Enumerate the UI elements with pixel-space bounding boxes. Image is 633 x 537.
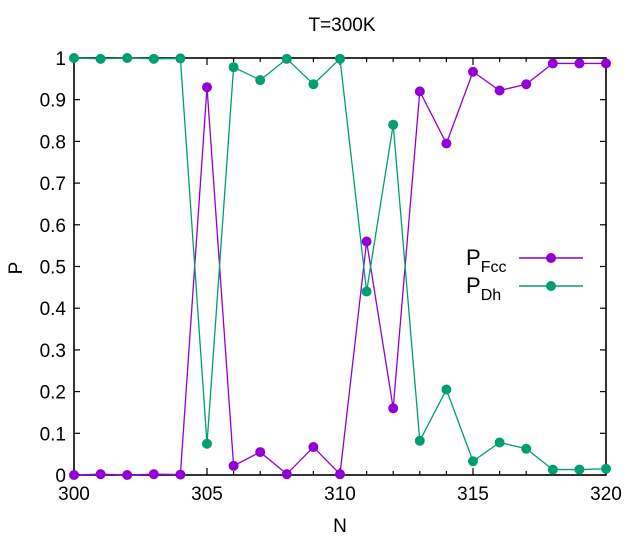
y-tick-label: 0.8	[40, 132, 66, 153]
data-point	[441, 384, 452, 395]
data-point	[547, 58, 558, 69]
series-layer	[69, 53, 611, 480]
data-point	[388, 119, 399, 130]
y-tick-label: 0.5	[40, 258, 66, 279]
data-point	[574, 464, 585, 475]
data-point	[148, 53, 159, 64]
data-point	[175, 53, 186, 64]
data-point	[335, 469, 345, 480]
chart-title: T=300K	[308, 15, 375, 36]
y-tick-label: 0	[55, 466, 66, 487]
data-point	[255, 75, 266, 86]
y-tick-label: 0.2	[40, 383, 66, 404]
y-tick-label: 0.9	[40, 91, 66, 112]
data-point	[228, 460, 239, 471]
data-point	[281, 53, 292, 64]
series-fcc	[69, 58, 611, 480]
data-point	[122, 470, 133, 480]
data-point	[494, 437, 505, 448]
data-point	[414, 86, 425, 97]
x-tick-label: 315	[457, 484, 489, 505]
data-point	[414, 435, 425, 446]
data-point	[95, 53, 106, 64]
x-tick-label: 320	[590, 484, 622, 505]
data-point	[468, 66, 478, 77]
y-tick-label: 0.6	[40, 216, 66, 237]
data-point	[388, 403, 399, 414]
data-point	[308, 442, 319, 453]
x-axis-label: N	[333, 516, 347, 537]
data-point	[521, 79, 532, 90]
data-point	[95, 469, 106, 480]
plot-area	[73, 57, 607, 476]
data-point	[228, 62, 239, 73]
data-point	[69, 53, 79, 63]
data-point	[494, 85, 505, 96]
data-point	[255, 447, 266, 458]
data-point	[175, 469, 186, 480]
y-tick-label: 0.7	[40, 174, 66, 195]
x-tick-label: 310	[324, 484, 356, 505]
series-line	[73, 62, 606, 476]
data-point	[335, 53, 345, 64]
data-point	[441, 138, 452, 149]
data-point	[148, 469, 159, 480]
x-tick-label: 300	[58, 484, 90, 505]
data-point	[361, 236, 372, 247]
y-tick-label: 0.1	[40, 424, 66, 445]
data-point	[547, 464, 558, 475]
data-point	[308, 79, 319, 90]
legend-marker	[546, 281, 556, 291]
y-tick-label: 1	[55, 49, 66, 70]
data-point	[202, 82, 212, 93]
data-point	[361, 286, 372, 297]
series-line	[73, 57, 607, 471]
x-tick-label: 305	[191, 484, 223, 505]
data-point	[122, 53, 133, 63]
data-point	[468, 456, 478, 467]
data-point	[601, 463, 611, 474]
x-axis: 300 305 310 315 320	[58, 58, 622, 505]
data-point	[202, 438, 212, 449]
y-tick-label: 0.4	[40, 299, 67, 320]
y-axis-label: P	[6, 262, 27, 275]
y-axis: 0 0.1 0.2 0.3 0.4 0.5 0.6 0.7 0.8 0.9 1	[40, 49, 606, 487]
data-point	[521, 443, 532, 454]
y-tick-label: 0.3	[40, 341, 66, 362]
series-dh	[69, 53, 611, 475]
legend-marker	[546, 253, 556, 263]
data-point	[69, 470, 79, 480]
data-point	[601, 58, 611, 69]
data-point	[574, 58, 585, 69]
legend-label: PDh	[466, 273, 501, 304]
data-point	[281, 469, 292, 480]
legend-label: PFcc	[466, 245, 506, 276]
